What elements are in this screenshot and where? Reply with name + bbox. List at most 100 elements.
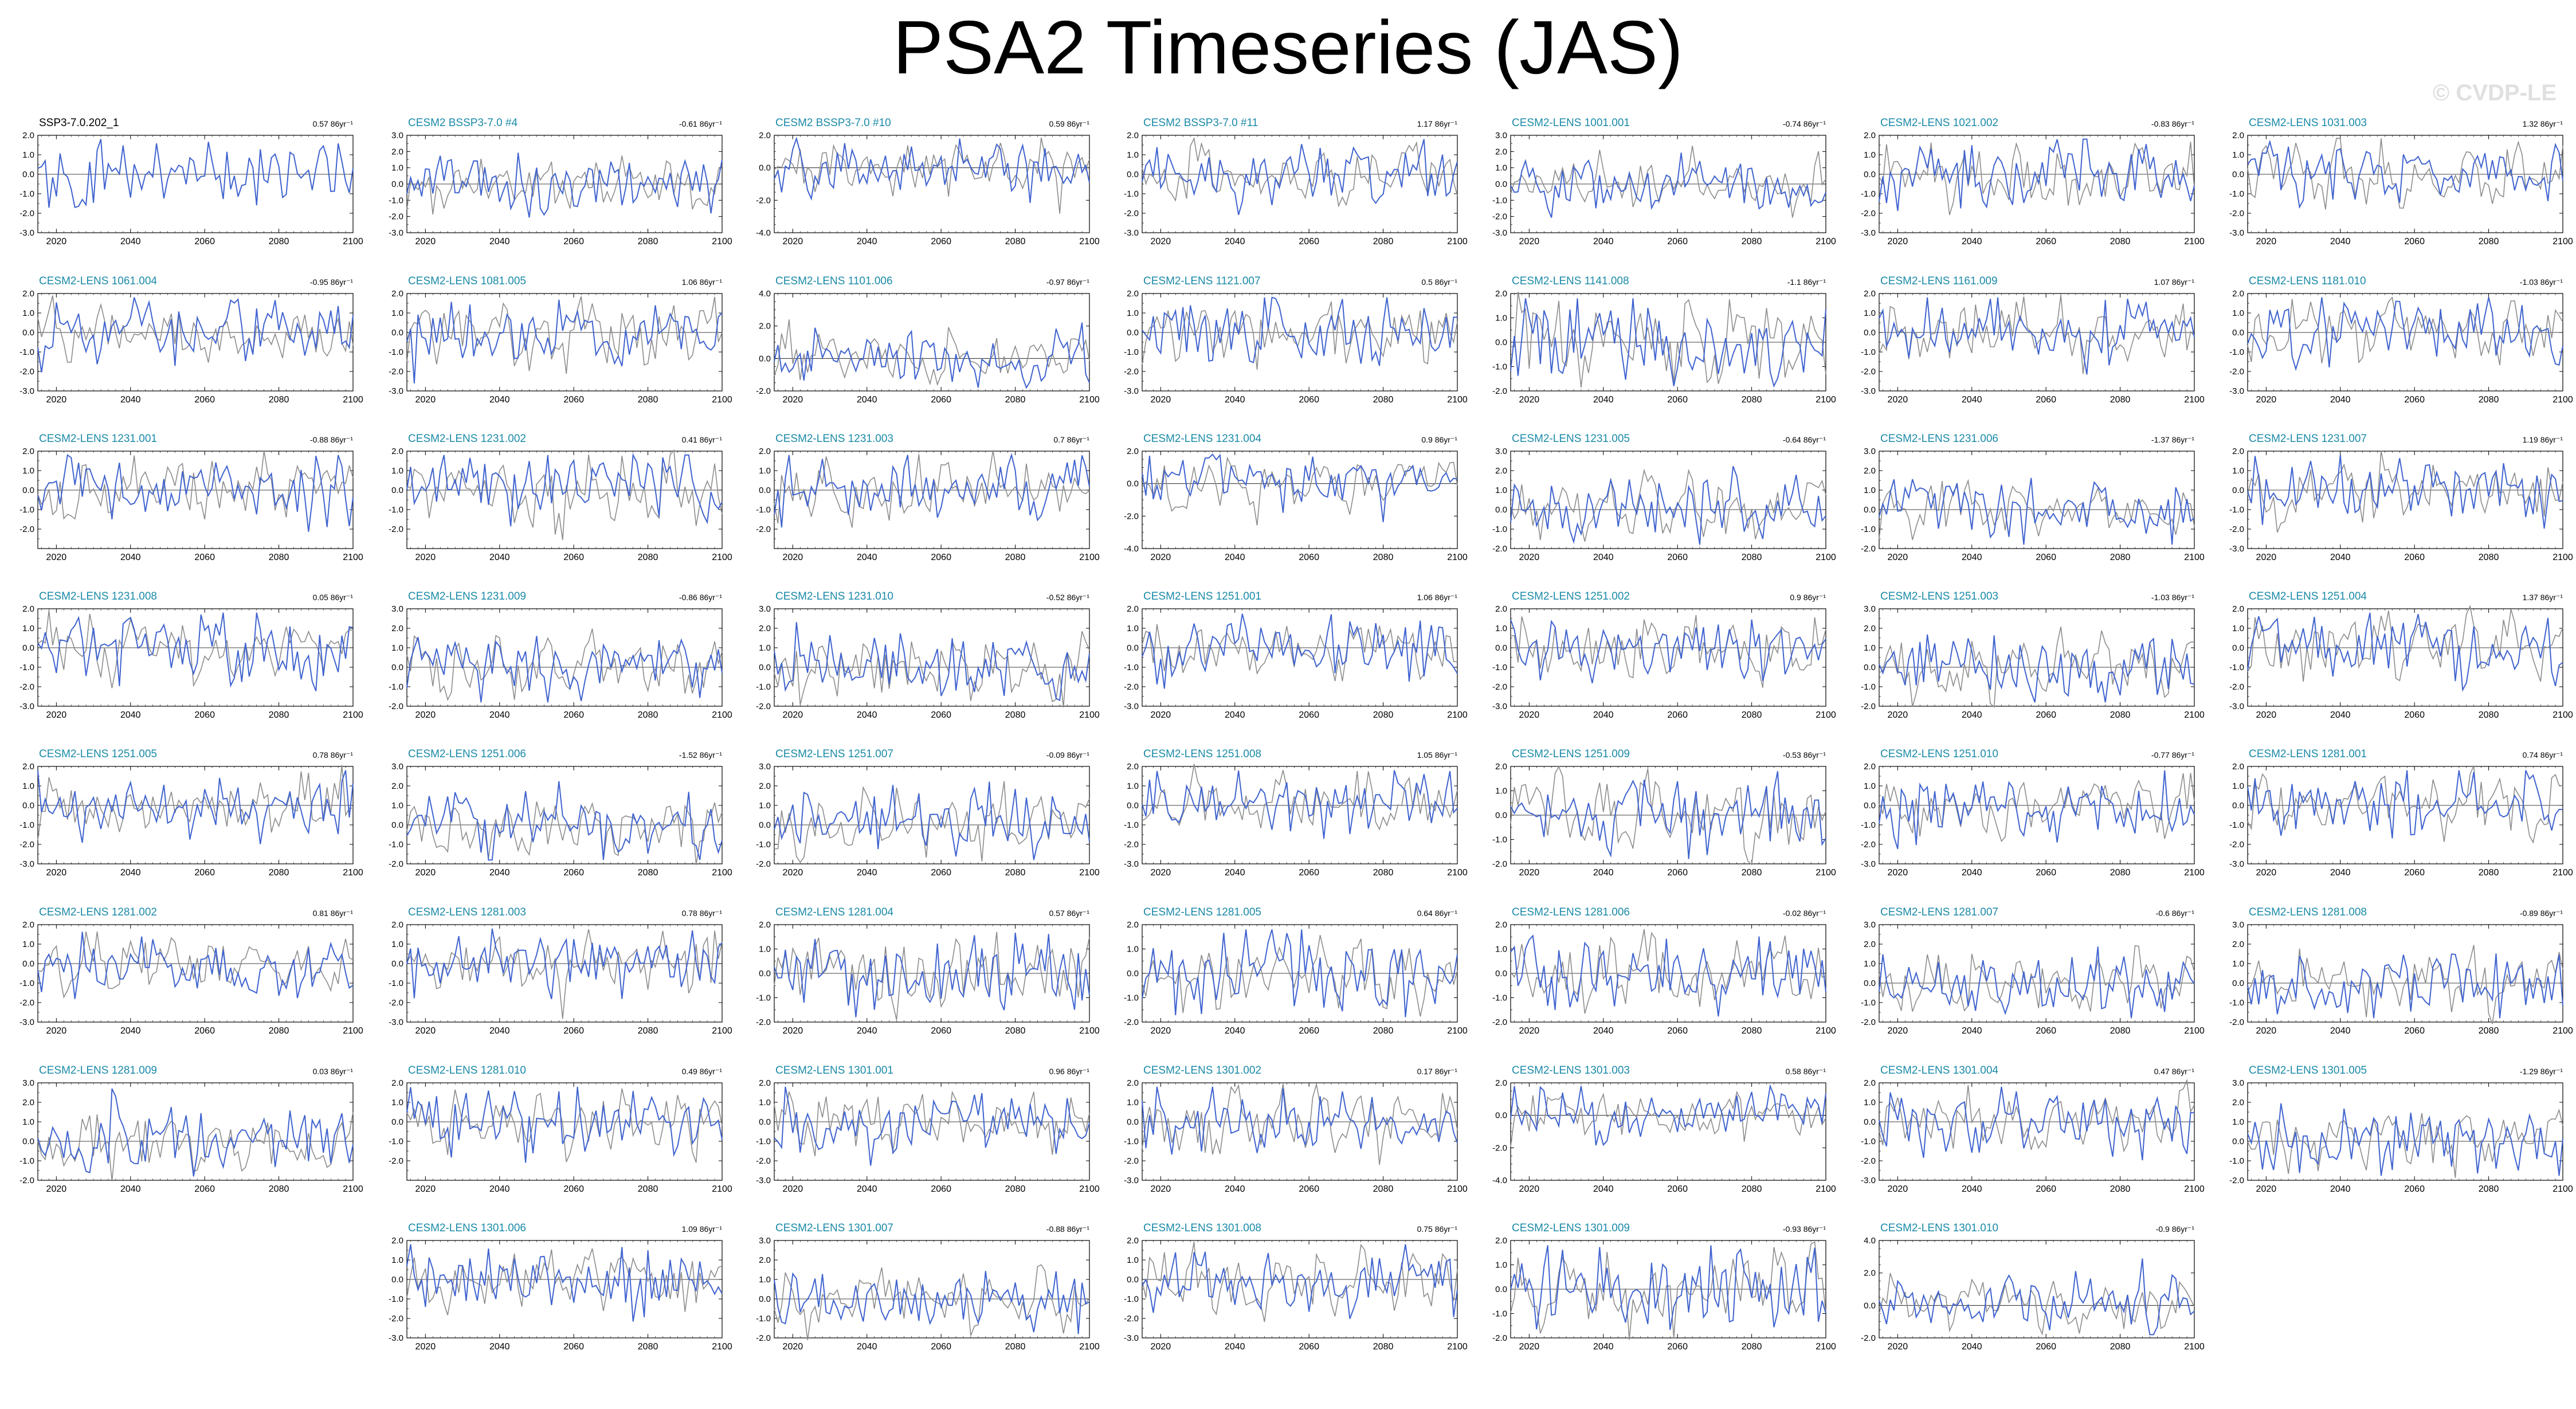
y-tick-label: 0.0 (22, 643, 34, 653)
y-tick-label: -1.0 (1861, 347, 1876, 357)
panel-trend: 1.05 86yr⁻¹ (1417, 750, 1457, 760)
y-tick-label: 2.0 (2232, 762, 2244, 772)
reference-series-line (1510, 146, 1826, 218)
y-tick-label: 0.0 (1495, 505, 1507, 515)
timeseries-panel: SSP3-7.0.202_1 0.57 86yr⁻¹ 2.0 1.0 0.0 -1.0 -2… (10, 117, 366, 252)
x-tick-label: 2100 (712, 710, 732, 720)
plot-frame (1142, 451, 1458, 549)
y-tick-label: 0.0 (391, 959, 403, 969)
y-tick-label: 1.0 (759, 643, 771, 653)
x-tick-label: 2080 (1373, 553, 1394, 562)
timeseries-panel: CESM2-LENS 1251.009 -0.53 86yr⁻¹ 2.0 1.0 0.0… (1483, 748, 1838, 883)
panel-plot: 3.0 2.0 1.0 0.0 -1.0 -2.0 2020 2040 2060 2080 2100 (756, 604, 1100, 720)
member-series-line (774, 136, 1090, 203)
timeseries-panel: CESM2-LENS 1231.006 -1.37 86yr⁻¹ 3.0 2.0 1.0… (1852, 433, 2207, 568)
panel-plot: 3.0 2.0 1.0 0.0 -1.0 -2.0 2020 2040 2060 2080 2100 (1861, 447, 2205, 562)
y-tick-label: 2.0 (1495, 147, 1507, 156)
member-series-line (774, 622, 1090, 702)
member-series-line (406, 636, 723, 703)
panel-trend: 1.17 86yr⁻¹ (1417, 119, 1457, 128)
y-tick-label: 1.0 (759, 801, 771, 811)
x-tick-label: 2040 (120, 395, 141, 405)
panel-title: CESM2-LENS 1251.007 (775, 748, 893, 760)
panel-plot: 3.0 2.0 1.0 0.0 -1.0 -2.0 2020 2040 2060 2080 2100 (389, 604, 732, 720)
timeseries-panel: CESM2 BSSP3-7.0 #11 1.17 86yr⁻¹ 2.0 1.0 0.0 -… (1115, 117, 1470, 252)
x-tick-label: 2080 (1373, 395, 1394, 405)
x-tick-label: 2080 (2479, 868, 2499, 878)
x-tick-label: 2060 (2036, 553, 2056, 562)
y-tick-label: -2.0 (389, 212, 403, 222)
x-tick-label: 2100 (2553, 237, 2573, 246)
panel-trend: -1.1 86yr⁻¹ (1787, 277, 1826, 287)
x-tick-label: 2080 (2110, 395, 2131, 405)
x-tick-label: 2040 (489, 553, 510, 562)
timeseries-panel: CESM2-LENS 1251.005 0.78 86yr⁻¹ 2.0 1.0 0.0 -… (10, 748, 366, 883)
y-tick-label: 2.0 (1127, 131, 1139, 140)
y-tick-label: 0.0 (391, 820, 403, 830)
y-tick-label: -2.0 (1124, 511, 1139, 521)
member-series-line (1142, 613, 1458, 689)
plot-frame (2247, 608, 2563, 707)
y-tick-label: 0.0 (22, 328, 34, 338)
panel-plot: 2.0 1.0 0.0 -1.0 -2.0 -3.0 2020 2040 2060 2080 210… (2229, 447, 2573, 562)
member-series-line (1142, 453, 1458, 523)
x-tick-label: 2060 (1667, 710, 1688, 720)
panel-trend: -1.37 86yr⁻¹ (2151, 435, 2194, 444)
y-tick-label: 0.0 (391, 328, 403, 338)
x-tick-label: 2060 (1299, 710, 1319, 720)
x-tick-label: 2100 (2553, 868, 2573, 878)
y-tick-label: -2.0 (1861, 367, 1876, 377)
panel-trend: 0.9 86yr⁻¹ (1790, 593, 1826, 602)
reference-series-line (1142, 137, 1458, 208)
y-tick-label: 0.0 (1495, 338, 1507, 347)
y-tick-label: 1.0 (22, 940, 34, 949)
y-tick-label: -3.0 (1124, 386, 1139, 396)
x-tick-label: 2100 (2184, 237, 2205, 246)
x-tick-label: 2080 (638, 868, 658, 878)
x-tick-label: 2060 (2404, 237, 2425, 246)
x-tick-label: 2020 (1151, 553, 1171, 562)
y-tick-label: -1.0 (19, 663, 34, 672)
timeseries-panel: CESM2-LENS 1031.003 1.32 86yr⁻¹ 2.0 1.0 0.0 -… (2220, 117, 2575, 252)
panel-trend: 0.7 86yr⁻¹ (1053, 435, 1089, 444)
y-tick-label: -1.0 (1861, 682, 1876, 692)
x-tick-label: 2060 (2404, 395, 2425, 405)
x-tick-label: 2060 (931, 395, 951, 405)
y-tick-label: 2.0 (391, 147, 403, 156)
member-series-line (2247, 139, 2563, 209)
panel-title: CESM2-LENS 1251.009 (1512, 748, 1630, 760)
x-tick-label: 2060 (194, 868, 215, 878)
panel-trend: 0.05 86yr⁻¹ (312, 593, 353, 602)
member-series-line (1142, 770, 1458, 839)
x-tick-label: 2080 (2479, 553, 2499, 562)
panel-title: CESM2-LENS 1281.002 (39, 906, 157, 918)
timeseries-panel: CESM2-LENS 1231.003 0.7 86yr⁻¹ 2.0 1.0 0.0 -1… (747, 433, 1102, 568)
y-tick-label: 2.0 (759, 624, 771, 633)
panel-title: CESM2-LENS 1251.006 (408, 748, 526, 760)
panel-title: CESM2 BSSP3-7.0 #11 (1143, 117, 1258, 129)
reference-series-line (1142, 624, 1458, 682)
x-tick-label: 2100 (343, 237, 363, 246)
x-tick-label: 2040 (489, 868, 510, 878)
x-tick-label: 2020 (1519, 553, 1540, 562)
y-tick-label: 1.0 (391, 163, 403, 173)
panel-title: CESM2-LENS 1061.004 (39, 275, 157, 287)
plot-frame (37, 293, 354, 392)
y-tick-label: 2.0 (391, 289, 403, 299)
x-tick-label: 2100 (1816, 868, 1836, 878)
x-tick-label: 2040 (2330, 395, 2351, 405)
reference-series-line (774, 138, 1090, 214)
y-tick-label: 1.0 (1127, 781, 1139, 791)
x-tick-label: 2020 (415, 553, 436, 562)
y-tick-label: -2.0 (1124, 367, 1139, 377)
y-tick-label: 0.0 (1495, 811, 1507, 820)
y-tick-label: 3.0 (759, 762, 771, 772)
panel-title: CESM2-LENS 1081.005 (408, 275, 526, 287)
y-tick-label: 2.0 (1864, 289, 1876, 299)
x-tick-label: 2020 (783, 395, 803, 405)
reference-series-line (406, 801, 723, 866)
x-tick-label: 2060 (563, 1026, 584, 1036)
reference-series-line (1879, 773, 2195, 843)
y-tick-label: -1.0 (1124, 663, 1139, 672)
member-series-line (1879, 770, 2195, 850)
